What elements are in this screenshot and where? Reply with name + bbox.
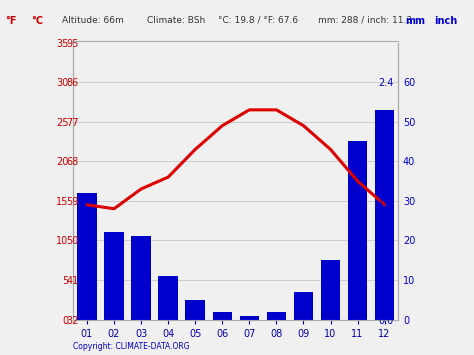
Bar [77,193,97,320]
Bar [321,260,340,320]
Bar [294,292,313,320]
Text: Altitude: 66m: Altitude: 66m [62,16,123,25]
Text: mm: 288 / inch: 11.3: mm: 288 / inch: 11.3 [318,16,412,25]
Text: mm: mm [405,16,425,26]
Bar [158,276,178,320]
Text: °F: °F [5,16,16,26]
Text: °C: °C [31,16,43,26]
Bar [212,312,232,320]
Bar [348,142,367,320]
Text: inch: inch [434,16,457,26]
Text: °C: 19.8 / °F: 67.6: °C: 19.8 / °F: 67.6 [218,16,298,25]
Bar [131,236,151,320]
Text: Copyright: CLIMATE-DATA.ORG: Copyright: CLIMATE-DATA.ORG [73,343,190,351]
Text: Climate: BSh: Climate: BSh [147,16,205,25]
Bar [375,110,394,320]
Bar [104,233,124,320]
Bar [267,312,286,320]
Bar [185,300,205,320]
Bar [239,316,259,320]
